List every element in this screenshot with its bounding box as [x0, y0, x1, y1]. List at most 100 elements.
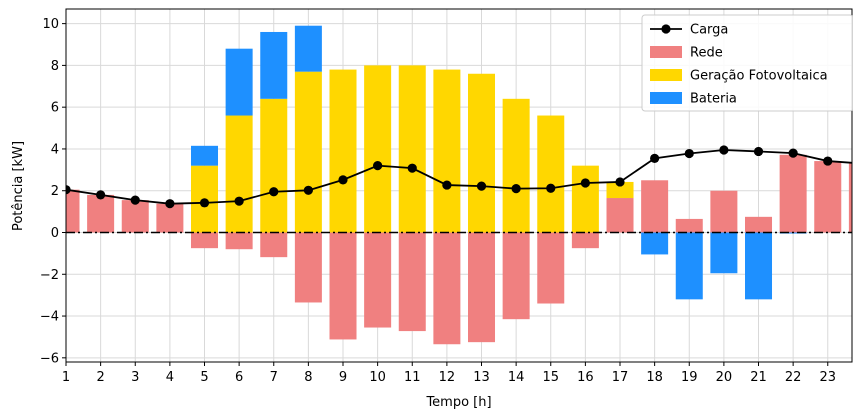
- bar-bateria: [190, 145, 219, 166]
- x-tick-label: 23: [819, 370, 836, 385]
- load-point: [165, 199, 175, 209]
- legend-item: Carga: [650, 23, 728, 38]
- x-tick-label: 7: [270, 370, 278, 385]
- bar-bateria: [260, 31, 288, 99]
- load-point: [719, 145, 729, 155]
- x-tick-label: 2: [96, 370, 104, 385]
- bar-gera-o-fotovoltaica: [364, 65, 392, 233]
- legend-item: Bateria: [650, 92, 737, 107]
- x-tick-label: 16: [577, 370, 594, 385]
- load-point: [476, 181, 487, 191]
- bar-rede: [87, 194, 115, 233]
- bar-gera-o-fotovoltaica: [260, 98, 288, 233]
- load-point: [373, 161, 383, 171]
- x-tick-label: 1: [62, 370, 70, 385]
- bar-gera-o-fotovoltaica: [398, 65, 426, 233]
- bar-rede: [398, 232, 426, 332]
- bar-bateria: [675, 232, 703, 300]
- bar-bateria: [294, 25, 322, 72]
- x-tick-label: 9: [339, 370, 347, 385]
- x-tick-label: 20: [716, 370, 733, 385]
- bar-bateria: [745, 232, 773, 300]
- bar-bateria: [225, 48, 253, 116]
- y-tick-label: 2: [51, 184, 59, 199]
- load-point: [269, 187, 279, 197]
- bar-rede: [502, 232, 530, 320]
- load-point: [546, 183, 556, 193]
- bar-rede: [814, 161, 842, 233]
- bar-rede: [468, 232, 496, 343]
- y-axis-label: Potência [kW]: [11, 141, 26, 231]
- y-tick-label: −4: [40, 310, 59, 325]
- load-point: [66, 185, 71, 195]
- load-point: [511, 184, 521, 194]
- load-point: [96, 190, 106, 200]
- x-tick-label: 12: [439, 370, 456, 385]
- bar-gera-o-fotovoltaica: [468, 73, 496, 233]
- y-tick-label: 8: [51, 59, 59, 74]
- x-tick-label: 19: [681, 370, 698, 385]
- load-point: [442, 180, 452, 190]
- x-tick-label: 13: [473, 370, 490, 385]
- bar-rede: [364, 232, 392, 328]
- y-tick-label: 10: [42, 17, 59, 32]
- y-tick-label: 6: [51, 101, 59, 116]
- bar-rede: [294, 232, 322, 303]
- legend-swatch: [650, 46, 682, 58]
- bar-rede: [329, 232, 357, 340]
- y-tick-label: −2: [40, 268, 59, 283]
- x-tick-label: 18: [646, 370, 663, 385]
- bar-rede: [779, 154, 807, 233]
- load-point: [407, 163, 417, 173]
- y-tick-label: 4: [51, 142, 59, 157]
- legend-swatch-marker: [661, 24, 671, 34]
- load-point: [303, 185, 313, 195]
- load-point: [650, 153, 660, 163]
- load-point: [615, 177, 625, 187]
- load-point: [130, 195, 140, 205]
- x-axis-label: Tempo [h]: [425, 395, 491, 410]
- load-point: [788, 148, 798, 158]
- load-point: [234, 196, 244, 206]
- bar-gera-o-fotovoltaica: [606, 181, 634, 199]
- bar-rede: [260, 232, 288, 258]
- axes: 1 2 3 4 5 6 7 8 9 10 11 12 13 14 15 16 17 18 19 20 21 22 23−6−…: [40, 8, 853, 385]
- legend: Carga Rede Geração Fotovoltaica Bateria: [641, 14, 853, 112]
- x-tick-label: 4: [166, 370, 174, 385]
- legend-label: Carga: [690, 23, 728, 38]
- legend-swatch: [650, 69, 682, 81]
- bar-gera-o-fotovoltaica: [502, 98, 530, 233]
- bar-rede: [745, 216, 773, 233]
- x-tick-label: 17: [612, 370, 629, 385]
- bar-rede: [710, 190, 738, 233]
- bar-rede: [225, 232, 253, 250]
- legend-label: Rede: [690, 46, 723, 61]
- bar-gera-o-fotovoltaica: [571, 165, 599, 233]
- bars: [66, 25, 852, 345]
- x-tick-label: 11: [404, 370, 421, 385]
- x-tick-label: 21: [750, 370, 767, 385]
- x-tick-label: 5: [200, 370, 208, 385]
- bar-rede: [190, 232, 219, 249]
- x-tick-label: 15: [542, 370, 559, 385]
- load-point: [199, 198, 210, 208]
- x-tick-label: 22: [785, 370, 802, 385]
- load-point: [580, 178, 590, 188]
- x-tick-label: 6: [235, 370, 243, 385]
- bar-gera-o-fotovoltaica: [537, 115, 565, 233]
- load-line: [66, 145, 852, 209]
- load-series-line: [66, 149, 852, 205]
- bar-gera-o-fotovoltaica: [294, 71, 322, 233]
- y-tick-label: 0: [51, 226, 59, 241]
- bar-rede: [848, 163, 852, 233]
- bar-bateria: [710, 232, 738, 274]
- x-tick-label: 8: [304, 370, 312, 385]
- bar-rede: [66, 189, 80, 233]
- bar-rede: [641, 180, 669, 233]
- bar-rede: [571, 232, 599, 249]
- legend-item: Rede: [650, 46, 723, 61]
- legend-label: Geração Fotovoltaica: [690, 69, 828, 84]
- bar-rede: [121, 200, 149, 233]
- legend-swatch: [650, 92, 682, 104]
